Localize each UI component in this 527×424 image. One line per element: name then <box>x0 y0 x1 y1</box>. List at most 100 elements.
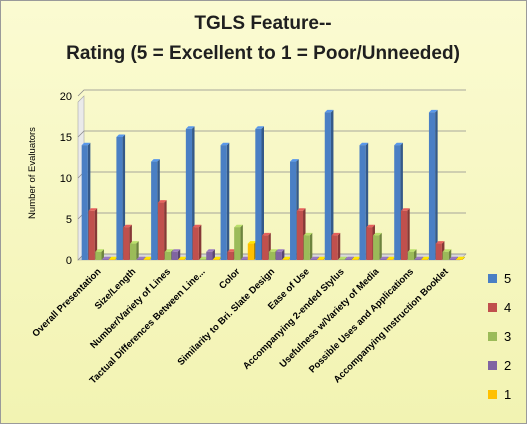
bar <box>345 259 352 260</box>
chart-title-line-2: Rating (5 = Excellent to 1 = Poor/Unneed… <box>66 43 460 64</box>
legend-label: 4 <box>504 300 511 315</box>
bar-top <box>414 256 424 260</box>
bar-top <box>199 256 209 260</box>
legend-swatch <box>488 390 497 399</box>
bar <box>275 251 282 260</box>
bar-top <box>151 159 160 162</box>
bar-side <box>281 249 285 260</box>
bar-side <box>316 256 320 260</box>
bar-top <box>157 200 167 203</box>
bar <box>199 259 206 260</box>
bar <box>178 259 185 260</box>
bar <box>401 210 408 260</box>
bar <box>136 259 143 260</box>
y-tick-label: 15 <box>60 132 72 144</box>
bar-side <box>136 241 139 260</box>
bar <box>268 251 276 260</box>
bar <box>379 259 387 260</box>
bar <box>116 137 123 260</box>
bar-side <box>379 232 382 260</box>
bar <box>456 259 463 260</box>
bar <box>421 259 428 260</box>
bar-top <box>275 249 285 252</box>
bar <box>151 161 158 260</box>
bar-side <box>177 249 181 260</box>
legend-swatch <box>488 332 497 341</box>
y-axis-title: Number of Evaluators <box>27 127 38 219</box>
bar-top <box>178 256 188 260</box>
bar <box>123 227 130 260</box>
legend-label: 5 <box>504 271 511 286</box>
bar-top <box>435 241 445 244</box>
bar-top <box>428 109 438 113</box>
y-tick-label: 0 <box>66 255 72 267</box>
bar-top <box>129 241 139 244</box>
bar <box>206 251 213 260</box>
bar-top <box>456 256 465 260</box>
bar-top <box>102 256 111 260</box>
bar <box>428 112 436 261</box>
bar <box>366 227 373 260</box>
bar-top <box>407 249 417 252</box>
bar-top <box>290 159 299 162</box>
bar <box>303 235 310 260</box>
bar-side <box>351 256 354 260</box>
bar-top <box>282 256 292 260</box>
bar-top <box>108 256 118 260</box>
bar-top <box>116 134 126 137</box>
bar <box>282 259 289 260</box>
bar-top <box>220 142 230 146</box>
bar-side <box>420 256 424 260</box>
bar-side <box>164 200 167 260</box>
bar-side <box>414 249 417 260</box>
bar <box>143 259 150 260</box>
bar <box>220 145 227 260</box>
bar-side <box>94 208 98 260</box>
bar-top <box>240 256 250 260</box>
bar-top <box>123 224 132 228</box>
gridline <box>77 171 466 179</box>
bar <box>240 259 248 260</box>
bar-top <box>324 109 334 113</box>
legend-swatch <box>488 361 497 370</box>
bar-top <box>338 256 348 260</box>
bar-top <box>227 249 237 252</box>
bar-top <box>359 142 369 146</box>
bar-top <box>296 208 306 211</box>
bar <box>88 210 95 260</box>
gridline <box>77 130 466 138</box>
bar <box>95 251 102 260</box>
bar <box>234 227 241 260</box>
bar-top <box>247 241 257 244</box>
bar-side <box>226 142 230 260</box>
bar-top <box>268 249 278 252</box>
bar-top <box>310 256 320 260</box>
bar-side <box>261 126 264 260</box>
bar-side <box>101 249 104 260</box>
bar <box>102 259 109 260</box>
bar <box>296 210 304 260</box>
bar-side <box>407 208 410 260</box>
bar-top <box>192 224 202 228</box>
bar <box>310 259 317 260</box>
bar-top <box>442 249 452 252</box>
bar-side <box>142 256 146 260</box>
x-tick-label: Color <box>217 266 243 292</box>
bar <box>324 112 331 261</box>
bar-side <box>386 256 389 260</box>
bar-top <box>171 249 181 252</box>
legend-swatch <box>488 274 497 283</box>
bar-top <box>317 256 326 260</box>
bar-top <box>234 224 243 228</box>
bar <box>435 243 442 260</box>
legend-label: 1 <box>504 387 511 402</box>
bar-top <box>255 126 264 129</box>
bar <box>262 235 269 260</box>
bar <box>81 145 88 260</box>
bar <box>290 161 297 260</box>
bar <box>213 259 220 260</box>
bar-side <box>212 249 215 260</box>
bar <box>227 251 234 260</box>
